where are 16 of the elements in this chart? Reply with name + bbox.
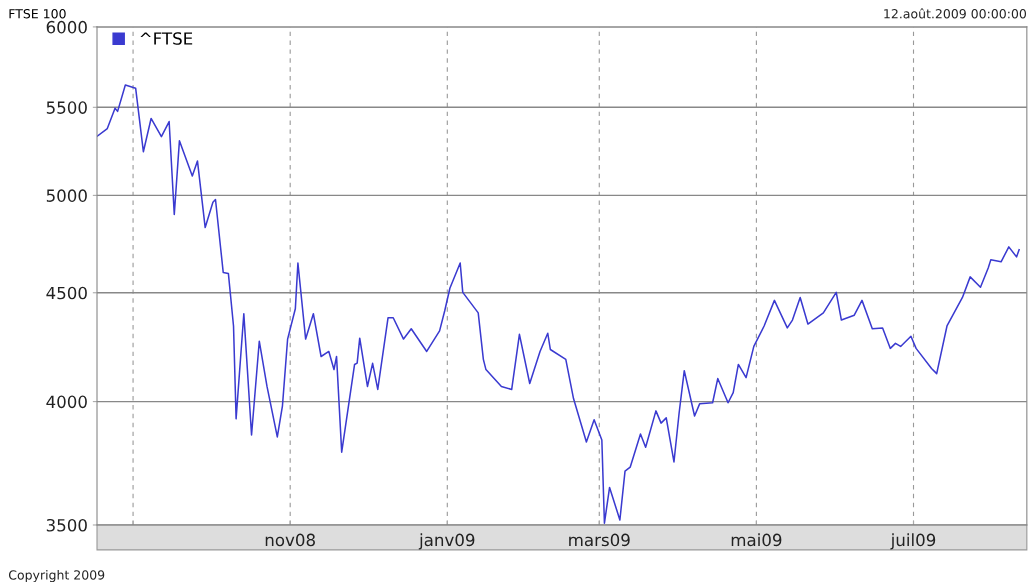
y-tick-label: 5000: [46, 189, 87, 202]
y-tick-label: 3500: [46, 518, 87, 532]
text: 12.août.2009 00:00:00: [884, 8, 1027, 19]
chart-title: FTSE 100: [9, 9, 66, 19]
line-series: [97, 84, 1020, 524]
y-tick-label: 4000: [46, 395, 87, 409]
x-tick-label: juil09: [890, 533, 936, 550]
y-tick-label: 4500: [46, 286, 87, 300]
x-tick-label: nov08: [265, 533, 315, 547]
legend-label: ^FTSE: [140, 32, 193, 45]
y-tick-label: 5500: [46, 101, 87, 114]
x-tick-label: janv09: [418, 533, 475, 550]
x-tick-label: mars09: [569, 533, 630, 547]
text: Copyright 2009: [8, 569, 105, 583]
x-tick-label: mai09: [731, 533, 782, 547]
y-tick-label: 6000: [46, 20, 87, 34]
